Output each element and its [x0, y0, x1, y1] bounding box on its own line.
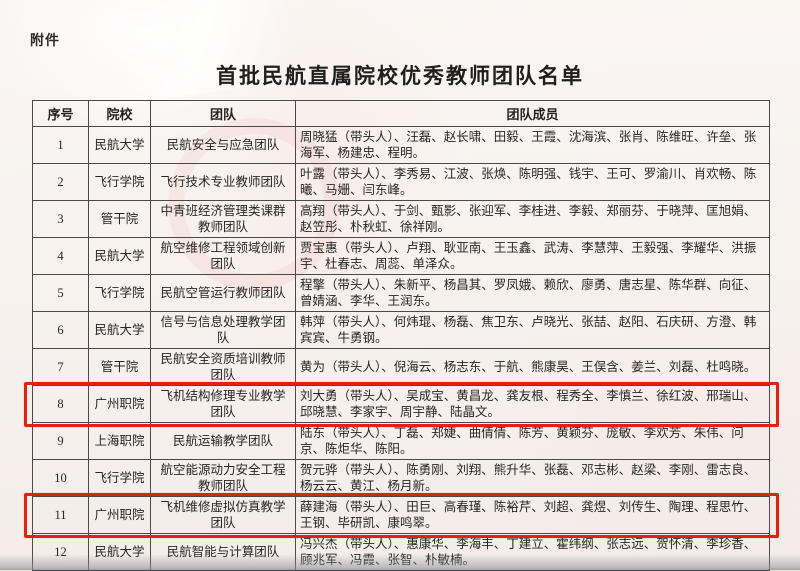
cell-school: 民航大学 — [88, 237, 151, 275]
cell-no: 10 — [32, 459, 89, 497]
cell-no: 5 — [32, 274, 89, 312]
cell-members: 黄为（带头人）、倪海云、杨志东、于航、熊康昊、王俣含、姜兰、刘磊、杜鸣晓。 — [295, 348, 770, 386]
table-row: 11 广州职院 飞机维修虚拟仿真教学团队 薛建海（带头人）、田巨、高春瑾、陈裕芹、刘超… — [32, 496, 770, 534]
cell-team: 航空能源动力安全工程教师团队 — [150, 459, 296, 497]
table-row: 5 飞行学院 民航空管运行教师团队 程擎（带头人）、朱新平、杨昌其、罗凤娥、赖欣、廖勇… — [32, 274, 770, 312]
cell-no: 1 — [32, 126, 89, 164]
cell-members: 叶露（带头人）、李秀易、江波、张焕、陈明强、钱宇、王可、罗渝川、肖欢畅、陈曦、马… — [295, 163, 770, 201]
cell-no: 4 — [32, 237, 89, 275]
cell-team: 民航运输教学团队 — [150, 422, 296, 460]
team-table-body: 1 民航大学 民航安全与应急团队 周晓猛（带头人）、汪磊、赵长啸、田毅、王霞、沈海滨、… — [32, 126, 770, 571]
cell-team: 飞行技术专业教师团队 — [150, 163, 296, 201]
table-row: 2 飞行学院 飞行技术专业教师团队 叶露（带头人）、李秀易、江波、张焕、陈明强、钱宇、… — [32, 163, 770, 201]
cell-school: 民航大学 — [88, 126, 151, 164]
column-header: 院校 — [88, 100, 151, 127]
scan-streak-artifact — [82, 0, 358, 108]
page-title: 首批民航直属院校优秀教师团队名单 — [216, 65, 584, 88]
table-row: 3 管干院 中青班经济管理类课群教师团队 高翔（带头人）、于剑、甄影、张迎军、李桂进、… — [32, 200, 770, 238]
cell-school: 飞行学院 — [88, 274, 151, 312]
cell-no: 8 — [32, 385, 89, 423]
table-row: 10 飞行学院 航空能源动力安全工程教师团队 贺元骅（带头人）、陈勇刚、刘翔、熊升华、… — [32, 459, 770, 497]
cell-school: 管干院 — [88, 200, 151, 238]
cell-members: 周晓猛（带头人）、汪磊、赵长啸、田毅、王霞、沈海滨、张肖、陈维旺、许垒、张海军、… — [295, 126, 770, 164]
column-header: 团队成员 — [295, 100, 770, 127]
attachment-label: 附件 — [30, 32, 60, 48]
cell-school: 广州职院 — [88, 385, 151, 423]
column-header: 序号 — [32, 100, 89, 127]
cell-members: 刘大勇（带头人）、吴成宝、黄昌龙、龚友根、程秀全、李慎兰、徐红波、邢瑞山、邱晓慧… — [295, 385, 770, 423]
cell-members: 贺元骅（带头人）、陈勇刚、刘翔、熊升华、张磊、邓志彬、赵梁、李刚、雷志良、杨云云… — [295, 459, 770, 497]
cell-team: 信号与信息处理教学团队 — [150, 311, 296, 349]
cell-no: 6 — [32, 311, 89, 349]
cell-no: 11 — [32, 496, 89, 534]
cell-team: 民航空管运行教师团队 — [150, 274, 296, 312]
cell-team: 民航安全与应急团队 — [150, 126, 296, 164]
table-row: 7 管干院 民航安全资质培训教师团队 黄为（带头人）、倪海云、杨志东、于航、熊康昊、王… — [32, 348, 770, 386]
cell-members: 薛建海（带头人）、田巨、高春瑾、陈裕芹、刘超、龚煜、刘传生、陶理、程思竹、王钢、… — [295, 496, 770, 534]
cell-team: 航空维修工程领域创新团队 — [150, 237, 296, 275]
cell-no: 9 — [32, 422, 89, 460]
scan-edge-artifact — [0, 554, 800, 570]
cell-members: 贾宝惠（带头人）、卢翔、耿亚南、王玉鑫、武涛、李慧萍、王毅强、李耀华、洪振宇、杜… — [295, 237, 770, 275]
table-row: 8 广州职院 飞机结构修理专业教学团队 刘大勇（带头人）、吴成宝、黄昌龙、龚友根、程秀… — [32, 385, 770, 423]
cell-members: 韩萍（带头人）、何炜琨、杨磊、焦卫东、卢晓光、张喆、赵阳、石庆研、方澄、韩宾宾、… — [295, 311, 770, 349]
team-table-head-row: 序号 院校 团队 团队成员 — [32, 100, 770, 127]
cell-school: 民航大学 — [88, 311, 151, 349]
table-row: 1 民航大学 民航安全与应急团队 周晓猛（带头人）、汪磊、赵长啸、田毅、王霞、沈海滨、… — [32, 126, 770, 164]
cell-members: 陆东（带头人）、丁磊、郑婕、曲倩倩、陈芳、黄颖芬、庞敏、李欢芳、朱伟、问京、陈炬… — [295, 422, 770, 460]
cell-school: 管干院 — [88, 348, 151, 386]
cell-no: 7 — [32, 348, 89, 386]
cell-members: 高翔（带头人）、于剑、甄影、张迎军、李桂进、李毅、郑丽芬、于晓萍、匡旭娟、赵笠彤… — [295, 200, 770, 238]
cell-school: 飞行学院 — [88, 163, 151, 201]
cell-no: 3 — [32, 200, 89, 238]
cell-school: 飞行学院 — [88, 459, 151, 497]
table-row: 4 民航大学 航空维修工程领域创新团队 贾宝惠（带头人）、卢翔、耿亚南、王玉鑫、武涛、… — [32, 237, 770, 275]
cell-team: 中青班经济管理类课群教师团队 — [150, 200, 296, 238]
cell-school: 广州职院 — [88, 496, 151, 534]
table-row: 6 民航大学 信号与信息处理教学团队 韩萍（带头人）、何炜琨、杨磊、焦卫东、卢晓光、张… — [32, 311, 770, 349]
cell-team: 飞机维修虚拟仿真教学团队 — [150, 496, 296, 534]
column-header: 团队 — [150, 100, 296, 127]
table-row: 9 上海职院 民航运输教学团队 陆东（带头人）、丁磊、郑婕、曲倩倩、陈芳、黄颖芬、庞敏… — [32, 422, 770, 460]
team-table: 序号 院校 团队 团队成员 1 民航大学 民航安全与应急团队 周晓猛（带头人）、汪磊、赵长啸… — [32, 100, 770, 571]
cell-team: 民航安全资质培训教师团队 — [150, 348, 296, 386]
cell-no: 2 — [32, 163, 89, 201]
cell-school: 上海职院 — [88, 422, 151, 460]
cell-team: 飞机结构修理专业教学团队 — [150, 385, 296, 423]
cell-members: 程擎（带头人）、朱新平、杨昌其、罗凤娥、赖欣、廖勇、唐志星、陈华群、向征、曾婧涵… — [295, 274, 770, 312]
